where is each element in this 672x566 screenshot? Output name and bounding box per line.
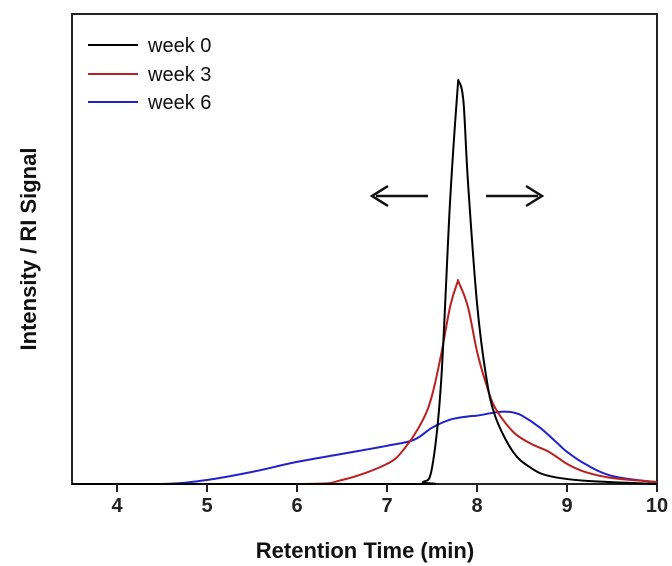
right-arrowhead-icon xyxy=(525,184,545,208)
y-axis-title: Intensity / RI Signal xyxy=(16,148,41,351)
legend-label-week-0: week 0 xyxy=(147,35,211,57)
series-line-week-6 xyxy=(71,410,658,486)
x-tick-label: 4 xyxy=(111,495,123,517)
plot-area-frame xyxy=(71,13,658,485)
x-tick-label: 8 xyxy=(471,495,482,517)
x-tick-label: 9 xyxy=(561,495,572,517)
legend-label-week-3: week 3 xyxy=(147,64,211,86)
series-layer xyxy=(71,78,658,486)
x-tick-label: 10 xyxy=(646,495,668,517)
legend: week 0 week 3 week 6 xyxy=(88,35,211,114)
left-arrowhead-icon xyxy=(369,184,389,208)
x-axis: 4 5 6 7 8 9 10 xyxy=(111,484,668,517)
series-line-week-3 xyxy=(71,278,658,486)
x-tick-label: 5 xyxy=(201,495,212,517)
series-line-week-0 xyxy=(71,78,658,486)
legend-label-week-6: week 6 xyxy=(147,92,211,114)
x-axis-title: Retention Time (min) xyxy=(256,538,474,563)
x-tick-label: 6 xyxy=(291,495,302,517)
arrows-annotation xyxy=(369,184,545,208)
x-tick-label: 7 xyxy=(381,495,392,517)
